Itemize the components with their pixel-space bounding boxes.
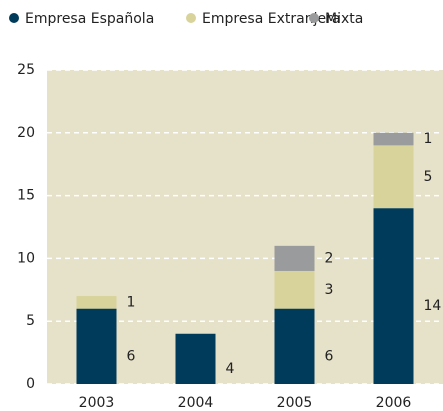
x-tick-label: 2005 [277,395,313,411]
bar-segment [373,132,414,146]
x-tick-label: 2003 [79,395,115,411]
y-tick-label: 5 [26,313,35,329]
y-tick-label: 20 [17,125,35,141]
legend-label: Mixta [325,11,363,27]
x-tick-label: 2004 [178,395,214,411]
data-label: 1 [127,294,136,310]
y-tick-label: 15 [17,188,35,204]
data-label: 4 [226,361,235,377]
bar-segment [274,245,315,271]
legend-label: Empresa Española [25,11,154,27]
data-label: 6 [325,348,334,364]
bar-segment [274,270,315,309]
x-tick-label: 2006 [376,395,412,411]
data-label: 1 [424,131,433,147]
y-tick-label: 25 [17,62,35,78]
legend-label: Empresa Extranjera [202,11,340,27]
bar-segment [175,333,216,384]
bar-segment [76,308,117,384]
bar-segment [373,208,414,384]
data-label: 5 [424,169,433,185]
legend-marker [186,13,196,23]
bar-segment [373,145,414,209]
legend-marker [9,13,19,23]
bar-segment [274,308,315,384]
data-label: 14 [424,298,442,314]
bar-segment [76,296,117,309]
data-label: 3 [325,282,334,298]
data-label: 6 [127,348,136,364]
legend-marker [309,13,319,23]
data-label: 2 [325,250,334,266]
y-tick-label: 0 [26,376,35,392]
y-tick-label: 10 [17,250,35,266]
